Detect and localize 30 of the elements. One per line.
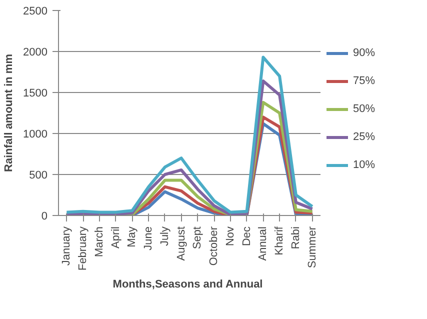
- x-tick-label: March: [93, 226, 106, 258]
- x-tick-label: January: [60, 226, 73, 266]
- y-tick-label: 1000: [23, 128, 48, 140]
- legend-label: 10%: [353, 159, 376, 171]
- x-tick-label: Rabi: [290, 226, 302, 250]
- y-axis-title: Rainfall amount in mm: [3, 54, 16, 172]
- line-series: [65, 56, 314, 214]
- legend-label: 75%: [353, 75, 376, 87]
- y-tick-label: 1500: [23, 88, 48, 100]
- x-tick-label: June: [142, 226, 155, 250]
- x-tick-label: May: [126, 226, 138, 248]
- x-tick-label: Sept: [192, 226, 204, 250]
- y-tick-label: 0: [41, 210, 48, 222]
- legend-label: 25%: [353, 131, 376, 143]
- x-tick-label: Annual: [257, 226, 270, 261]
- x-tick-label: October: [208, 226, 220, 266]
- x-tick-label: Kharif: [274, 226, 286, 256]
- legend-label: 90%: [353, 47, 376, 59]
- x-tick-label: Nov: [224, 226, 236, 246]
- x-axis-title: Months,Seasons and Annual: [112, 278, 263, 291]
- legend-label: 50%: [353, 103, 376, 115]
- x-tick-label: July: [158, 226, 171, 246]
- y-tick-label: 2500: [23, 6, 48, 18]
- x-tick-label: February: [77, 226, 90, 271]
- y-tick-label: 2000: [23, 46, 48, 58]
- y-tick-label: 500: [29, 170, 48, 182]
- x-tick-label: Dec: [240, 226, 253, 246]
- x-tick-label: Summer: [306, 226, 318, 268]
- x-tick-label: April: [110, 226, 122, 249]
- x-tick-label: August: [175, 226, 188, 261]
